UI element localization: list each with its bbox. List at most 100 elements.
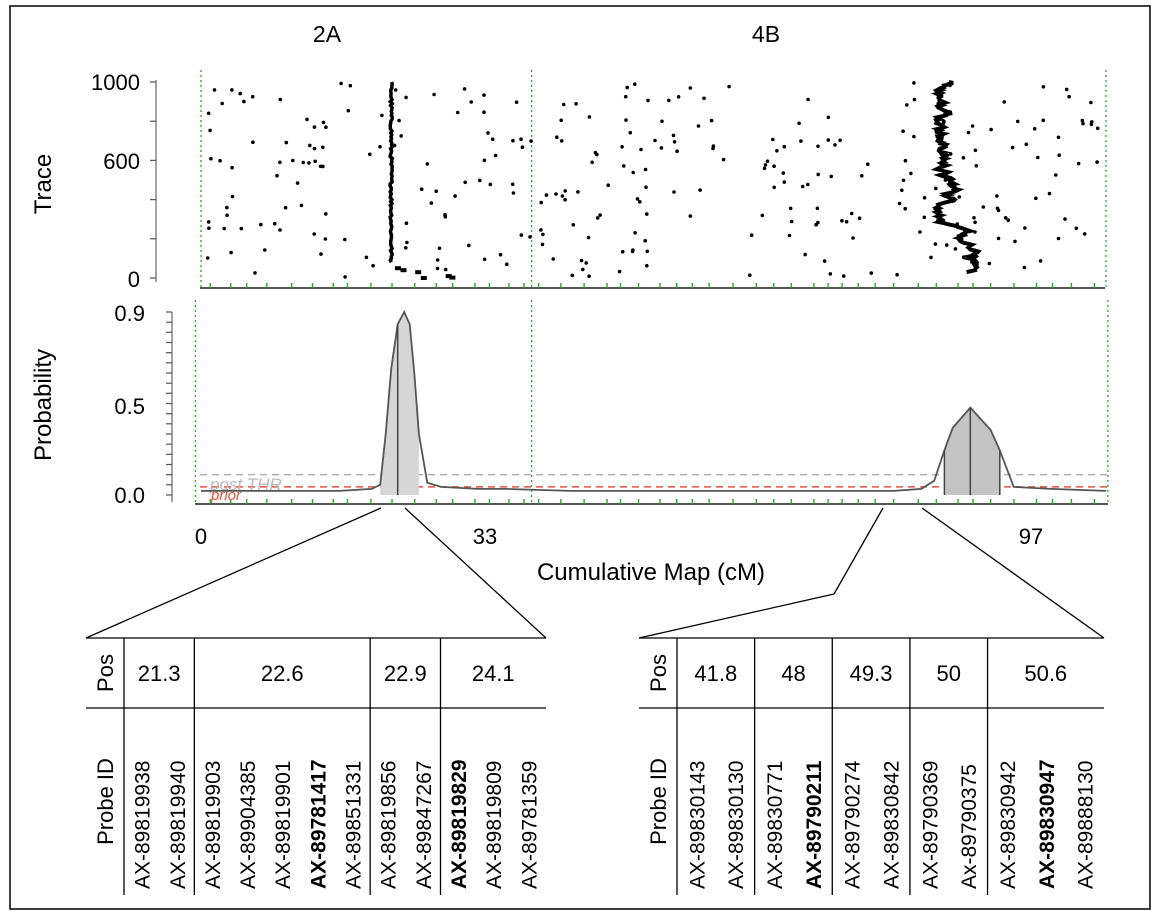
trace-point [278, 160, 282, 165]
prob-gridlines [194, 300, 1109, 504]
trace-point [1067, 94, 1071, 99]
trace-point [462, 87, 467, 91]
probe-id: AX-89781359 [518, 761, 541, 889]
trace-point [696, 124, 701, 128]
trace-point [721, 157, 726, 162]
trace-point [912, 81, 916, 85]
trace-point [822, 259, 827, 263]
trace-point [238, 91, 242, 96]
trace-point [209, 156, 213, 161]
trace-point [646, 98, 650, 103]
trace-point [659, 146, 664, 150]
trace-point [253, 271, 257, 275]
trace-point [632, 82, 637, 86]
trace-point [511, 138, 515, 143]
trace-point [482, 158, 487, 163]
chromosome-label-4b: 4B [752, 21, 780, 47]
trace-point [275, 173, 279, 178]
trace-point [539, 228, 543, 232]
trace-point [443, 215, 448, 219]
trace-point [1054, 173, 1058, 177]
trace-point [922, 196, 927, 200]
trace-point [225, 205, 229, 210]
post-thr-label: post THR [209, 475, 282, 494]
trace-point [1003, 216, 1008, 220]
trace-point [1080, 118, 1085, 123]
table-pos-value-4b: 50.6 [1024, 661, 1067, 686]
probe-id: AX-89819940 [167, 761, 190, 889]
trace-point [561, 102, 566, 107]
trace-point [250, 94, 255, 99]
trace-point [989, 127, 993, 132]
trace-point [797, 121, 801, 126]
trace-point [305, 117, 309, 122]
trace-point [563, 198, 567, 202]
x-tick-label-0: 0 [195, 524, 207, 549]
table-pos-value-4b: 48 [781, 661, 805, 686]
trace-point [560, 194, 565, 198]
trace-point [514, 100, 519, 104]
trace-point [688, 86, 693, 90]
trace-point [816, 144, 820, 149]
trace-point [672, 140, 677, 144]
trace-y-tick-label-0: 0 [128, 267, 140, 292]
prob-y-tick-label-0-0: 0.0 [114, 483, 145, 508]
trace-point [1013, 239, 1017, 244]
trace-point [595, 152, 599, 157]
table-pos-value-2a: 22.6 [261, 661, 304, 686]
chromosome-label-2a: 2A [313, 21, 342, 47]
trace-point [772, 164, 776, 168]
trace-point [510, 182, 515, 187]
trace-point [800, 184, 805, 189]
trace-point [953, 247, 958, 251]
trace-point [312, 146, 317, 151]
trace-point [482, 257, 487, 262]
trace-point [1047, 191, 1052, 196]
trace-point [849, 211, 854, 216]
trace-point [961, 156, 966, 160]
probe-id: AX-89790369 [919, 761, 942, 889]
trace-point [587, 274, 591, 279]
trace-point [319, 252, 323, 256]
x-tick-label-33: 33 [473, 524, 497, 549]
trace-point [519, 137, 523, 141]
trace-point [520, 145, 525, 149]
probe-id: AX-89819901 [272, 761, 295, 889]
trace-point [623, 94, 628, 99]
trace-point [838, 138, 842, 143]
trace-point [206, 220, 211, 224]
trace-point [205, 256, 210, 260]
trace-point [762, 166, 767, 171]
probe-id: AX-89819829 [448, 759, 471, 889]
trace-point [957, 195, 962, 199]
trace-point [996, 236, 1001, 241]
trace-point [782, 144, 787, 149]
trace-point [595, 216, 600, 220]
trace-point [393, 88, 398, 92]
trace-point [672, 190, 676, 194]
trace-point [789, 219, 794, 224]
trace-point [1056, 236, 1061, 241]
trace-point [806, 182, 810, 187]
trace-point [1095, 126, 1100, 131]
trace-point [788, 206, 793, 211]
trace-point [482, 110, 486, 114]
probe-table-4b: Pos Probe ID 41.8 AX-89830143 AX-89830130 48 A… [639, 637, 1104, 895]
trace-point [586, 235, 591, 240]
trace-point [765, 159, 770, 163]
trace-point [321, 120, 326, 125]
trace-point [404, 246, 408, 250]
trace-point [645, 263, 649, 268]
trace-point [463, 180, 468, 185]
trace-point [313, 159, 318, 164]
trace-point [434, 189, 439, 193]
trace-point [445, 274, 452, 279]
trace-point [299, 203, 304, 208]
table-pos-label: Pos [93, 654, 118, 692]
trace-point [425, 162, 430, 166]
trace-point [278, 228, 282, 232]
trace-point [469, 100, 474, 104]
probe-id: AX-89830947 [1036, 759, 1059, 889]
trace-point [1002, 100, 1007, 104]
